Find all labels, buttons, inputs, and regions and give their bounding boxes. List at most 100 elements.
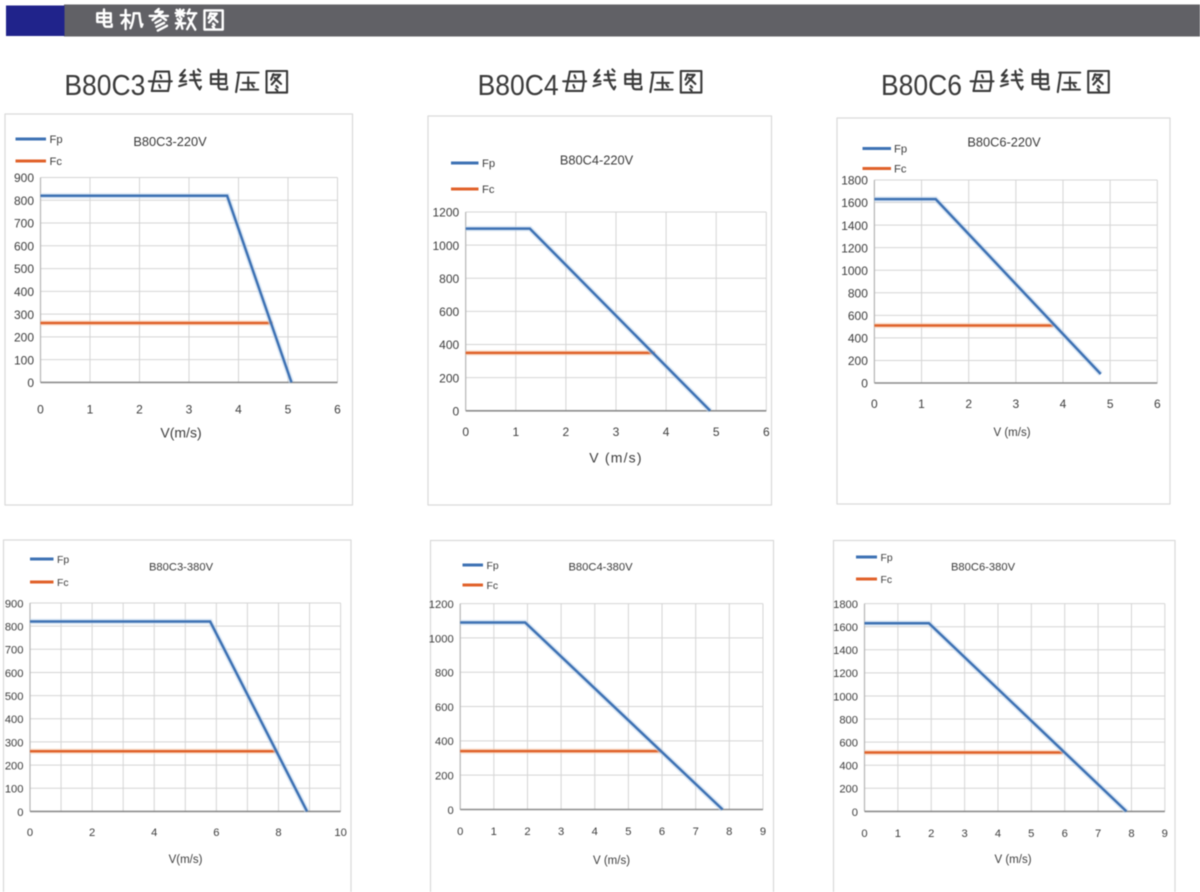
svg-text:9: 9	[1162, 828, 1168, 840]
svg-text:0: 0	[861, 377, 868, 391]
svg-text:400: 400	[839, 761, 858, 773]
svg-text:800: 800	[5, 622, 24, 634]
svg-text:800: 800	[848, 287, 868, 301]
svg-text:B80C4-380V: B80C4-380V	[568, 562, 633, 574]
svg-text:0: 0	[447, 805, 453, 817]
svg-text:Fc: Fc	[50, 156, 63, 168]
svg-text:900: 900	[14, 171, 34, 185]
svg-text:200: 200	[5, 761, 24, 773]
svg-text:2: 2	[89, 827, 95, 839]
svg-text:V(m/s): V(m/s)	[160, 424, 201, 440]
svg-text:5: 5	[1107, 397, 1114, 411]
svg-text:1800: 1800	[841, 174, 868, 188]
svg-text:9: 9	[760, 826, 766, 838]
svg-text:V (m/s): V (m/s)	[589, 449, 643, 465]
svg-text:4: 4	[151, 827, 157, 839]
svg-text:800: 800	[839, 714, 858, 726]
svg-text:B80C4: B80C4	[478, 70, 559, 102]
svg-text:5: 5	[1028, 828, 1034, 840]
svg-text:200: 200	[848, 354, 868, 368]
svg-text:0: 0	[17, 807, 23, 819]
svg-text:500: 500	[5, 691, 24, 703]
svg-text:Fc: Fc	[487, 581, 499, 592]
svg-text:400: 400	[5, 714, 24, 726]
svg-text:3: 3	[961, 828, 967, 840]
svg-text:1400: 1400	[841, 219, 868, 233]
svg-text:Fc: Fc	[57, 578, 69, 589]
svg-text:1: 1	[918, 397, 925, 411]
svg-text:1200: 1200	[841, 241, 868, 255]
svg-text:7: 7	[693, 826, 699, 838]
svg-text:1200: 1200	[432, 206, 459, 220]
svg-text:1800: 1800	[833, 599, 858, 611]
svg-text:0: 0	[27, 827, 33, 839]
svg-text:1200: 1200	[833, 668, 858, 680]
svg-text:4: 4	[995, 828, 1001, 840]
svg-text:B80C3-220V: B80C3-220V	[133, 134, 207, 149]
svg-text:6: 6	[1062, 828, 1068, 840]
svg-text:3: 3	[186, 402, 193, 416]
svg-text:300: 300	[5, 737, 24, 749]
svg-text:600: 600	[14, 240, 34, 254]
svg-text:0: 0	[861, 828, 867, 840]
svg-text:1: 1	[512, 425, 519, 439]
svg-text:6: 6	[763, 425, 770, 439]
svg-text:4: 4	[1060, 397, 1067, 411]
svg-text:400: 400	[848, 332, 868, 346]
svg-text:600: 600	[848, 309, 868, 323]
svg-text:B80C3-380V: B80C3-380V	[149, 562, 214, 574]
svg-text:800: 800	[439, 272, 459, 286]
svg-text:10: 10	[334, 827, 346, 839]
svg-text:0: 0	[462, 425, 469, 439]
svg-text:2: 2	[965, 397, 972, 411]
svg-text:3: 3	[613, 425, 620, 439]
svg-text:700: 700	[5, 645, 24, 657]
svg-text:Fp: Fp	[881, 553, 893, 564]
svg-text:Fp: Fp	[482, 158, 495, 170]
svg-text:600: 600	[5, 668, 24, 680]
svg-text:6: 6	[659, 826, 665, 838]
svg-text:100: 100	[14, 353, 34, 367]
svg-text:0: 0	[27, 376, 34, 390]
svg-text:V(m/s): V(m/s)	[169, 854, 203, 866]
svg-text:Fp: Fp	[57, 555, 69, 566]
svg-text:V (m/s): V (m/s)	[993, 427, 1030, 439]
svg-text:1: 1	[87, 402, 94, 416]
svg-text:2: 2	[563, 425, 570, 439]
svg-text:400: 400	[435, 736, 454, 748]
svg-text:8: 8	[726, 826, 732, 838]
svg-text:B80C6-380V: B80C6-380V	[951, 562, 1016, 574]
svg-text:V (m/s): V (m/s)	[994, 854, 1031, 866]
svg-text:4: 4	[663, 425, 670, 439]
svg-text:200: 200	[435, 771, 454, 783]
svg-text:Fc: Fc	[482, 184, 495, 196]
svg-text:1600: 1600	[841, 196, 868, 210]
svg-text:V (m/s): V (m/s)	[593, 855, 630, 867]
svg-text:200: 200	[439, 371, 459, 385]
svg-text:500: 500	[14, 262, 34, 276]
svg-text:0: 0	[457, 826, 463, 838]
svg-text:Fc: Fc	[894, 164, 907, 176]
svg-text:800: 800	[14, 194, 34, 208]
svg-text:3: 3	[558, 826, 564, 838]
svg-text:1000: 1000	[833, 691, 858, 703]
svg-text:1000: 1000	[841, 264, 868, 278]
svg-text:5: 5	[625, 826, 631, 838]
svg-text:B80C4-220V: B80C4-220V	[560, 153, 634, 168]
svg-text:700: 700	[14, 217, 34, 231]
svg-text:900: 900	[5, 598, 24, 610]
svg-text:4: 4	[235, 402, 242, 416]
svg-text:200: 200	[14, 331, 34, 345]
svg-text:5: 5	[713, 425, 720, 439]
svg-text:Fp: Fp	[894, 144, 907, 156]
svg-text:2: 2	[928, 828, 934, 840]
svg-text:400: 400	[14, 285, 34, 299]
svg-text:0: 0	[453, 405, 460, 419]
svg-text:300: 300	[14, 308, 34, 322]
svg-text:B80C6: B80C6	[881, 70, 962, 102]
svg-text:Fp: Fp	[487, 561, 499, 572]
svg-text:3: 3	[1012, 397, 1019, 411]
svg-text:200: 200	[839, 784, 858, 796]
svg-text:Fp: Fp	[50, 134, 63, 146]
svg-text:2: 2	[136, 402, 143, 416]
